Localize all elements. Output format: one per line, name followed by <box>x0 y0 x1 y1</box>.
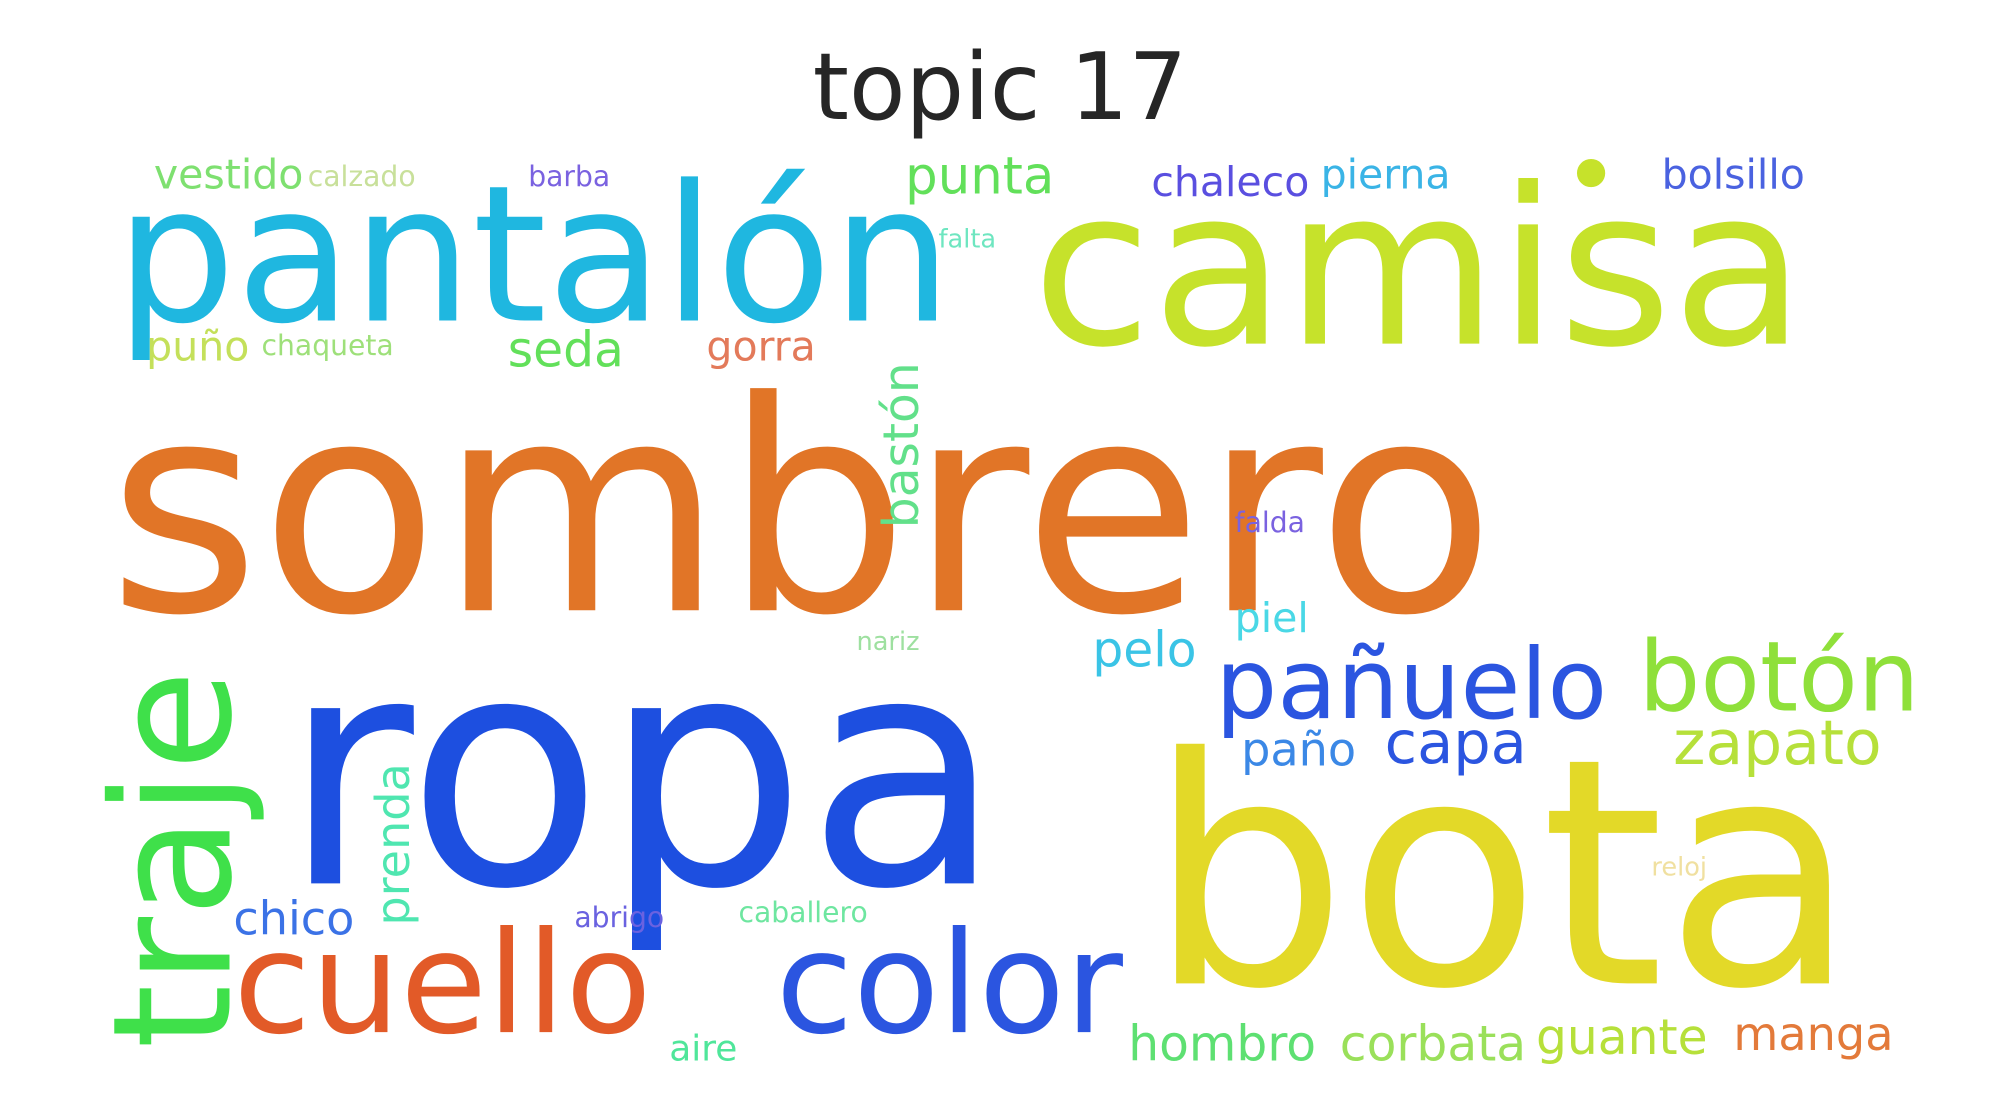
word-zapato: zapato <box>1673 707 1882 780</box>
word-hombro: hombro <box>1128 1015 1317 1072</box>
word-gorra: gorra <box>706 321 816 371</box>
word-capa: capa <box>1384 707 1527 777</box>
word-pierna: pierna <box>1320 150 1451 199</box>
word-barba: barba <box>528 161 611 194</box>
word-falda: falda <box>1234 507 1305 540</box>
word-ropa: ropa <box>282 585 1003 960</box>
cloud-title: topic 17 <box>812 33 1188 142</box>
word-baston: bastón <box>873 362 930 529</box>
word-guante: guante <box>1535 1009 1708 1066</box>
word-reloj: reloj <box>1651 851 1708 883</box>
word-panuelo: pañuelo <box>1215 626 1608 742</box>
word-caballero: caballero <box>738 897 868 930</box>
word-calzado: calzado <box>307 161 416 194</box>
word-pano: paño <box>1241 724 1357 777</box>
word-seda: seda <box>507 321 624 379</box>
word-puno: puño <box>146 321 250 371</box>
word-color: color <box>775 901 1123 1066</box>
word-piel: piel <box>1234 593 1309 643</box>
word-aire: aire <box>669 1026 738 1070</box>
word-chaleco: chaleco <box>1151 157 1310 207</box>
word-camisa: camisa <box>1032 142 1806 397</box>
word-boton: botón <box>1638 619 1920 734</box>
word-sombrero: sombrero <box>107 338 1496 680</box>
word-prenda: prenda <box>367 763 421 926</box>
word-chico: chico <box>233 893 355 947</box>
word-abrigo: abrigo <box>574 902 665 935</box>
word-traje: traje <box>78 669 270 1049</box>
word-bota: bota <box>1147 692 1858 1060</box>
word-corbata: corbata <box>1339 1015 1527 1072</box>
word-pelo: pelo <box>1092 621 1197 679</box>
word-nariz: nariz <box>856 625 920 657</box>
word-manga: manga <box>1733 1009 1894 1062</box>
dot-mark <box>1576 158 1606 188</box>
word-pantalon: pantalón <box>115 144 953 366</box>
word-bolsillo: bolsillo <box>1661 150 1805 199</box>
word-chaqueta: chaqueta <box>261 330 394 363</box>
word-vestido: vestido <box>153 150 304 199</box>
word-falta: falta <box>938 223 997 254</box>
word-cuello: cuello <box>233 901 652 1066</box>
word-punta: punta <box>905 147 1055 207</box>
